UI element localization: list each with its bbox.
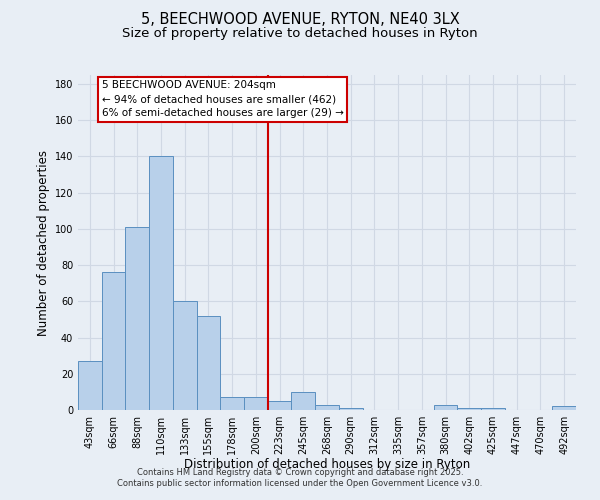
Bar bbox=[434, 404, 457, 410]
Text: 5, BEECHWOOD AVENUE, RYTON, NE40 3LX: 5, BEECHWOOD AVENUE, RYTON, NE40 3LX bbox=[140, 12, 460, 28]
Text: 5 BEECHWOOD AVENUE: 204sqm
← 94% of detached houses are smaller (462)
6% of semi: 5 BEECHWOOD AVENUE: 204sqm ← 94% of deta… bbox=[102, 80, 344, 118]
Bar bbox=[220, 398, 244, 410]
Bar bbox=[78, 361, 102, 410]
Bar bbox=[102, 272, 125, 410]
Bar bbox=[125, 227, 149, 410]
X-axis label: Distribution of detached houses by size in Ryton: Distribution of detached houses by size … bbox=[184, 458, 470, 471]
Bar bbox=[552, 406, 576, 410]
Bar bbox=[197, 316, 220, 410]
Bar bbox=[457, 408, 481, 410]
Bar bbox=[244, 398, 268, 410]
Bar bbox=[339, 408, 362, 410]
Bar bbox=[315, 404, 339, 410]
Text: Size of property relative to detached houses in Ryton: Size of property relative to detached ho… bbox=[122, 28, 478, 40]
Bar bbox=[292, 392, 315, 410]
Y-axis label: Number of detached properties: Number of detached properties bbox=[37, 150, 50, 336]
Bar bbox=[173, 302, 197, 410]
Bar bbox=[481, 408, 505, 410]
Bar bbox=[149, 156, 173, 410]
Text: Contains HM Land Registry data © Crown copyright and database right 2025.
Contai: Contains HM Land Registry data © Crown c… bbox=[118, 468, 482, 487]
Bar bbox=[268, 401, 292, 410]
